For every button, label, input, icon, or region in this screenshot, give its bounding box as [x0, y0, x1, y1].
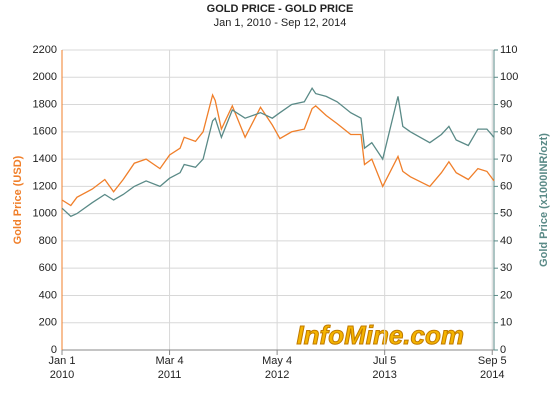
y-tick-label: 2000 [33, 71, 57, 83]
y2-tick-label: 40 [500, 235, 512, 247]
x-tick-label: Jul 5 [373, 355, 396, 367]
y-axis-label: Gold Price (USD) [12, 155, 24, 244]
y2-tick-label: 20 [500, 289, 512, 301]
y2-tick-label: 100 [500, 71, 518, 83]
y2-tick-label: 80 [500, 126, 512, 138]
y2-tick-label: 60 [500, 180, 512, 192]
y2-tick-label: 90 [500, 98, 512, 110]
x-tick-label: Sep 5 [478, 355, 507, 367]
plot-area [62, 50, 494, 350]
y2-tick-label: 30 [500, 262, 512, 274]
y-tick-label: 1000 [33, 208, 57, 220]
x-tick-label: 2014 [480, 369, 504, 381]
y2-tick-label: 10 [500, 317, 512, 329]
x-tick-label: 2013 [372, 369, 396, 381]
watermark: InfoMine.com [296, 320, 464, 350]
y2-axis-label: Gold Price (x1000INR/ozt) [538, 133, 550, 267]
x-tick-label: 2010 [50, 369, 74, 381]
x-tick-label: 2011 [158, 369, 182, 381]
series-line [61, 86, 495, 218]
y-tick-label: 0 [51, 344, 57, 356]
chart-title: GOLD PRICE - GOLD PRICE [207, 3, 354, 15]
y-tick-label: 800 [39, 235, 57, 247]
series-line [61, 93, 495, 207]
y2-tick-label: 0 [500, 344, 506, 356]
y-tick-label: 1600 [33, 126, 57, 138]
y-tick-label: 1400 [33, 153, 57, 165]
y2-tick-label: 110 [500, 44, 518, 56]
x-tick-label: May 4 [262, 355, 292, 367]
x-tick-label: 2012 [265, 369, 289, 381]
x-tick-label: Jan 1 [49, 355, 76, 367]
y2-tick-label: 70 [500, 153, 512, 165]
x-tick-label: Mar 4 [155, 355, 183, 367]
y-tick-label: 400 [39, 289, 57, 301]
y-tick-label: 1200 [33, 180, 57, 192]
y-tick-label: 200 [39, 317, 57, 329]
y-tick-label: 1800 [33, 98, 57, 110]
y-tick-label: 600 [39, 262, 57, 274]
y2-tick-label: 50 [500, 208, 512, 220]
y-tick-label: 2200 [33, 44, 57, 56]
chart-subtitle: Jan 1, 2010 - Sep 12, 2014 [214, 17, 347, 29]
